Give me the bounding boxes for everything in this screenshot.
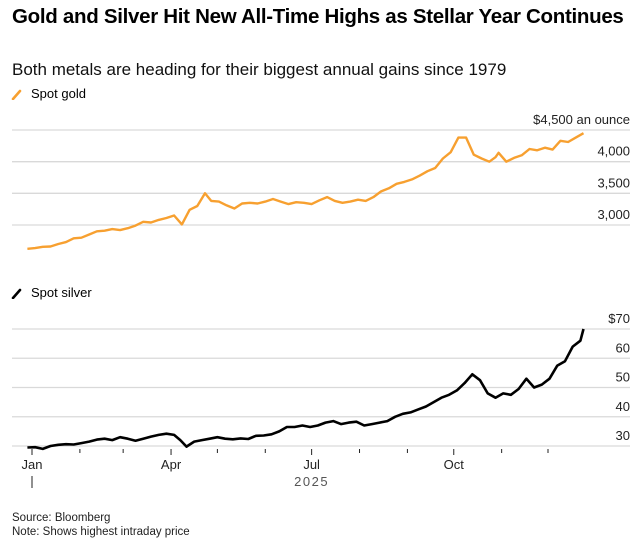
gold-line-swatch-icon <box>11 89 22 100</box>
chart-title: Gold and Silver Hit New All-Time Highs a… <box>12 5 624 28</box>
y-tick-label: $4,500 an ounce <box>533 112 630 127</box>
chart-subtitle: Both metals are heading for their bigges… <box>12 60 507 79</box>
gold-series-line <box>27 132 585 250</box>
x-tick-label: Jul <box>303 457 320 472</box>
x-tick-label: Apr <box>161 457 182 472</box>
y-tick-label: 60 <box>616 340 630 355</box>
intraday-note: Note: Shows highest intraday price <box>12 526 190 538</box>
source-note: Source: Bloomberg <box>12 512 111 524</box>
legend-gold: Spot gold <box>11 86 86 102</box>
y-tick-label: 30 <box>616 428 630 443</box>
x-year-label: 2025 <box>294 474 329 489</box>
y-tick-label: 50 <box>616 370 630 385</box>
legend-gold-label: Spot gold <box>31 86 86 101</box>
x-tick-label: Oct <box>444 457 465 472</box>
y-tick-label: 4,000 <box>597 144 630 159</box>
silver-line-swatch-icon <box>11 288 22 299</box>
silver-series-line <box>27 328 585 451</box>
x-tick-label: Jan <box>22 457 43 472</box>
footer: Source: Bloomberg Note: Shows highest in… <box>12 511 190 539</box>
y-tick-label: 3,500 <box>597 175 630 190</box>
legend-silver: Spot silver <box>11 285 92 301</box>
legend-silver-label: Spot silver <box>31 285 92 300</box>
y-tick-label: $70 <box>608 311 630 326</box>
y-tick-label: 40 <box>616 399 630 414</box>
y-tick-label: 3,000 <box>597 207 630 222</box>
